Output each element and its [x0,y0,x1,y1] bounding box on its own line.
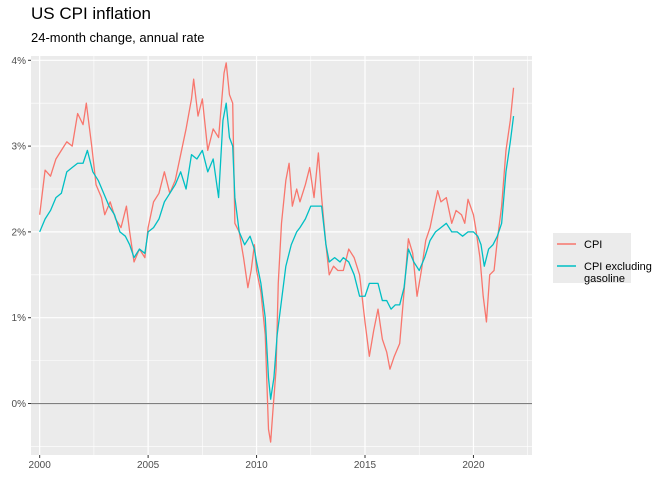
legend: CPI CPI excluding gasoline [553,233,652,285]
plot-panel [31,56,532,455]
series-line-1 [39,102,515,400]
y-tick-label: 1% [12,313,27,324]
x-tick-label: 2015 [354,460,377,471]
major-gridlines [31,56,532,455]
chart-title: US CPI inflation [31,4,151,23]
y-tick-label: 2% [12,227,27,238]
legend-label-0: CPI [584,239,602,251]
x-tick-label: 2000 [29,460,52,471]
minor-gridlines [31,56,532,455]
series-lines [39,62,515,443]
legend-background [553,233,631,283]
y-tick-label: 4% [12,56,27,67]
legend-label-1: CPI excluding gasoline [584,261,652,285]
x-tick-label: 2020 [462,460,485,471]
x-tick-label: 2005 [137,460,160,471]
y-tick-label: 3% [12,142,27,153]
series-line-0 [39,62,515,443]
y-axis: 0% 1% 2% 3% 4% [12,56,31,410]
y-tick-label: 0% [12,399,27,410]
chart-subtitle: 24-month change, annual rate [31,30,205,45]
x-tick-label: 2010 [245,460,268,471]
x-axis: 2000 2005 2010 2015 2020 [29,455,485,471]
